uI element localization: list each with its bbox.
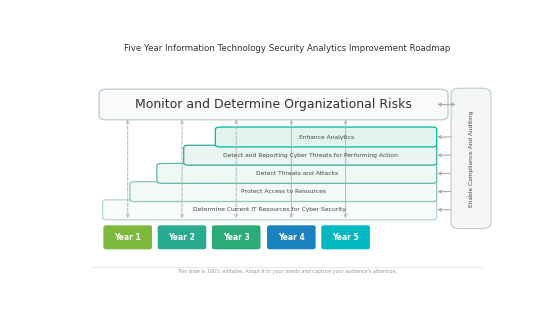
Text: Year 1: Year 1 <box>114 233 141 242</box>
Text: Year 2: Year 2 <box>169 233 195 242</box>
FancyBboxPatch shape <box>451 88 491 229</box>
FancyBboxPatch shape <box>216 127 437 147</box>
Text: Detect Threats and Attacks: Detect Threats and Attacks <box>256 171 338 176</box>
Text: Enhance Analytics: Enhance Analytics <box>298 135 353 140</box>
FancyBboxPatch shape <box>130 182 437 202</box>
Text: Protect Access to Resources: Protect Access to Resources <box>241 189 326 194</box>
Text: This slide is 100% editable. Adapt it to your needs and capture your audience's : This slide is 100% editable. Adapt it to… <box>177 269 397 274</box>
FancyBboxPatch shape <box>267 225 316 249</box>
Text: Determine Current IT Resources for Cyber Security: Determine Current IT Resources for Cyber… <box>193 207 346 212</box>
FancyBboxPatch shape <box>212 225 260 249</box>
FancyBboxPatch shape <box>104 225 152 249</box>
Text: Detect and Reporting Cyber Threats for Performing Action: Detect and Reporting Cyber Threats for P… <box>223 153 398 158</box>
Text: Year 5: Year 5 <box>332 233 359 242</box>
Text: Monitor and Determine Organizational Risks: Monitor and Determine Organizational Ris… <box>135 98 412 111</box>
FancyBboxPatch shape <box>157 163 437 183</box>
FancyBboxPatch shape <box>99 89 448 120</box>
Text: Enable Compliance And Auditing: Enable Compliance And Auditing <box>469 110 474 207</box>
FancyBboxPatch shape <box>158 225 206 249</box>
Text: Year 3: Year 3 <box>223 233 250 242</box>
FancyBboxPatch shape <box>102 200 437 220</box>
FancyBboxPatch shape <box>321 225 370 249</box>
Text: Five Year Information Technology Security Analytics Improvement Roadmap: Five Year Information Technology Securit… <box>124 44 450 53</box>
FancyBboxPatch shape <box>184 145 437 165</box>
Text: Year 4: Year 4 <box>278 233 305 242</box>
